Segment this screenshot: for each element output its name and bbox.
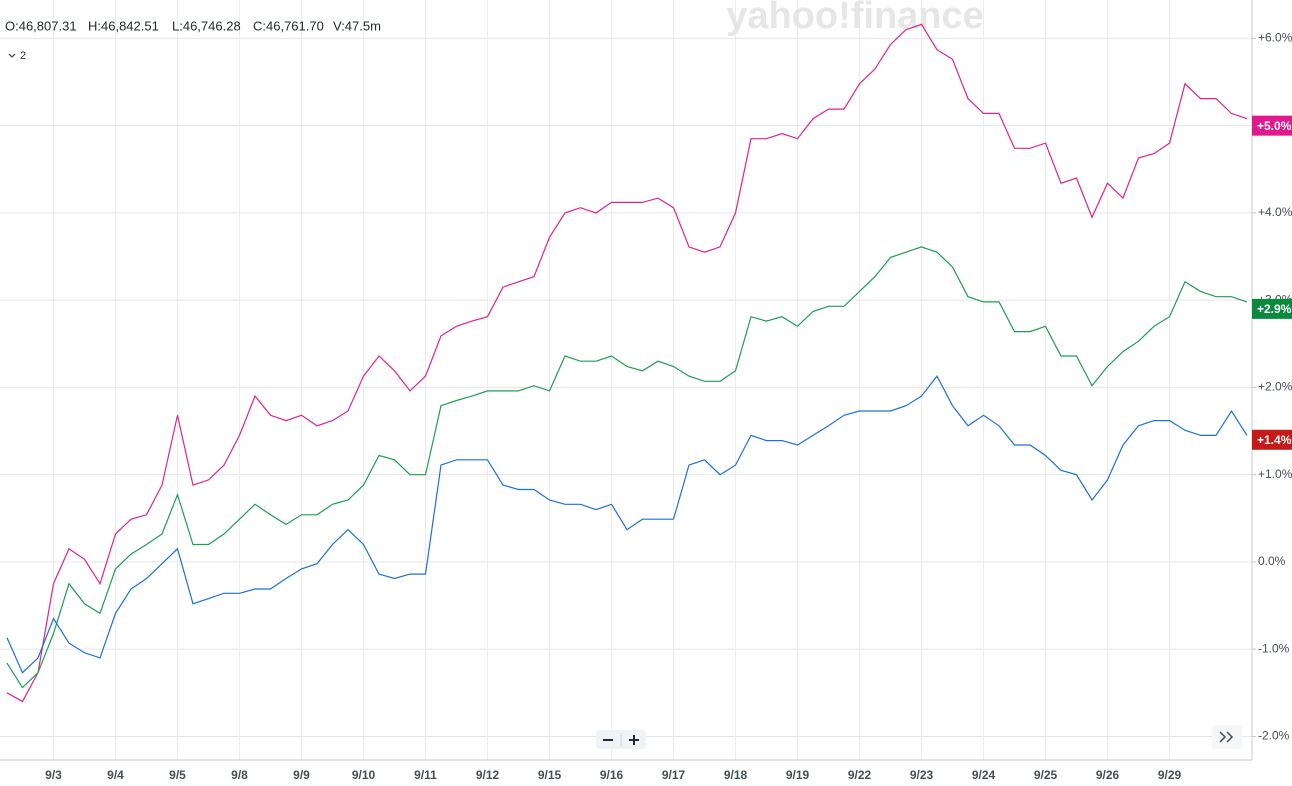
zoom-controls: [596, 730, 646, 749]
low: L:46,746.28: [172, 18, 241, 33]
x-tick-label: 9/16: [600, 768, 624, 782]
series-line: [6, 246, 1248, 689]
scroll-bg: [1212, 725, 1242, 749]
y-tick-label: +6.0%: [1258, 31, 1292, 45]
zoom-in[interactable]: [629, 735, 639, 745]
y-tick-label: -2.0%: [1258, 729, 1290, 743]
x-tick-label: 9/25: [1034, 768, 1058, 782]
open: O:46,807.31: [5, 18, 77, 33]
y-tick-label: +2.0%: [1258, 380, 1292, 394]
x-tick-label: 9/26: [1096, 768, 1120, 782]
price-badge-label: +5.0%: [1257, 119, 1292, 133]
x-tick-label: 9/5: [169, 768, 186, 782]
x-tick-label: 9/10: [352, 768, 376, 782]
x-tick-label: 9/29: [1158, 768, 1182, 782]
x-tick-label: 9/22: [848, 768, 872, 782]
chevron-icon: [8, 53, 16, 58]
y-tick-label: -1.0%: [1258, 641, 1290, 655]
x-tick-label: 9/4: [107, 768, 124, 782]
close: C:46,761.70: [253, 18, 324, 33]
plot: [6, 23, 1248, 703]
x-tick-label: 9/11: [414, 768, 437, 782]
scroll-right[interactable]: [1212, 725, 1242, 749]
price-badge: [1252, 298, 1292, 319]
axes: +6.0%+5.0%+4.0%+3.0%+2.0%+1.0%0.0%-1.0%-…: [45, 31, 1292, 783]
x-tick-label: 9/19: [786, 768, 810, 782]
comparison-count: 2: [20, 50, 26, 62]
x-tick-label: 9/18: [724, 768, 748, 782]
x-tick-label: 9/24: [972, 768, 996, 782]
y-tick-label: +1.0%: [1258, 467, 1292, 481]
volume: V:47.5m: [333, 18, 381, 33]
x-tick-label: 9/9: [293, 768, 310, 782]
price-badge: [1252, 429, 1292, 450]
x-tick-label: 9/8: [231, 768, 248, 782]
series-line: [6, 23, 1248, 703]
y-tick-label: 0.0%: [1258, 554, 1286, 568]
x-tick-label: 9/15: [538, 768, 562, 782]
high: H:46,842.51: [88, 18, 159, 33]
x-tick-label: 9/17: [662, 768, 686, 782]
y-tick-label: +4.0%: [1258, 205, 1292, 219]
watermark: yahoo!finance: [726, 0, 984, 37]
price-badge-label: +1.4%: [1257, 433, 1292, 447]
price-badge-label: +2.9%: [1257, 302, 1292, 316]
double-chevron-icon: [1219, 731, 1234, 743]
series-line: [6, 374, 1248, 674]
x-tick-label: 9/23: [910, 768, 934, 782]
grid: [0, 0, 1252, 760]
x-tick-label: 9/3: [45, 768, 62, 782]
price-badge: [1252, 115, 1292, 136]
comparison-toggle[interactable]: 2: [8, 50, 26, 62]
badges: +5.0% +2.9% +1.4%: [1252, 115, 1292, 450]
x-tick-label: 9/12: [476, 768, 500, 782]
